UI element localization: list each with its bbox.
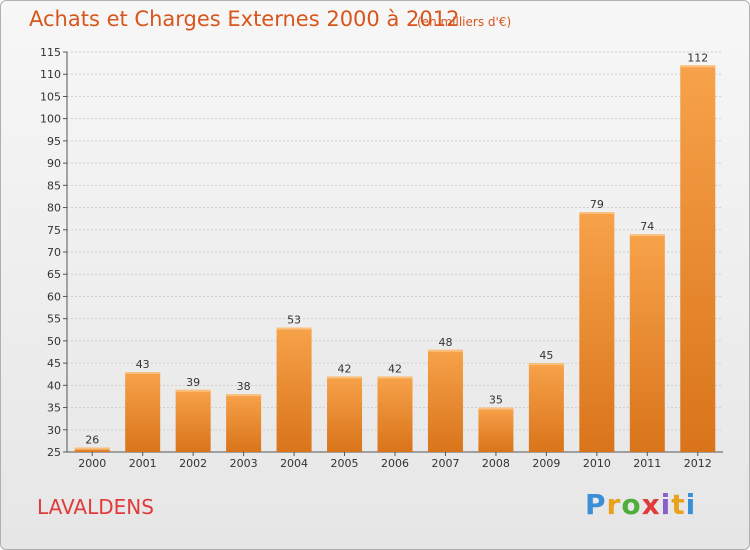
bar-2008 [478,407,514,452]
value-label-2006: 42 [388,362,402,375]
x-tick-label-2011: 2011 [633,457,661,470]
value-label-2005: 42 [338,362,352,375]
x-tick-label-2007: 2007 [431,457,459,470]
bar-top-highlight [175,389,211,392]
bar-2002 [175,389,211,452]
x-tick-label-2004: 2004 [280,457,308,470]
bar-top-highlight [579,212,615,214]
x-tick-label-2002: 2002 [179,457,207,470]
x-tick-label-2006: 2006 [381,457,409,470]
bar-2010 [579,212,615,452]
x-tick-label-2009: 2009 [532,457,560,470]
x-tick-label-2001: 2001 [129,457,157,470]
y-tick-label: 30 [47,424,61,437]
bar-2000 [74,447,110,452]
x-tick-label-2005: 2005 [331,457,359,470]
bar-top-highlight [680,65,716,68]
chart-unit-label: (en milliers d'€) [417,15,512,29]
value-label-2000: 26 [85,434,99,447]
bar-top-highlight [74,447,110,450]
y-tick-label: 60 [47,290,61,303]
bar-2012 [680,65,716,452]
value-label-2012: 112 [687,51,708,64]
y-tick-label: 90 [47,157,61,170]
bar-2001 [125,372,161,452]
y-tick-label: 75 [47,224,61,237]
y-tick-label: 110 [40,68,61,81]
x-tick-label-2010: 2010 [583,457,611,470]
bar-top-highlight [427,349,463,352]
bar-top-highlight [377,376,413,379]
x-tick-label-2008: 2008 [482,457,510,470]
bar-top-highlight [528,363,564,366]
y-tick-label: 65 [47,268,61,281]
x-tick-label-2000: 2000 [78,457,106,470]
x-tick-label-2012: 2012 [684,457,712,470]
y-tick-label: 80 [47,202,61,215]
bar-2004 [276,327,312,452]
bar-top-highlight [125,372,161,374]
y-tick-label: 40 [47,379,61,392]
y-tick-label: 100 [40,113,61,126]
value-label-2007: 48 [438,336,452,349]
bar-2005 [327,376,363,452]
bar-top-highlight [276,327,312,330]
y-tick-label: 85 [47,179,61,192]
y-tick-label: 70 [47,246,61,259]
value-label-2003: 38 [237,380,251,393]
bar-2003 [226,394,262,452]
bar-2011 [629,234,665,452]
bar-2007 [427,349,463,452]
y-tick-label: 115 [40,46,61,59]
bar-top-highlight [327,376,363,379]
y-tick-label: 35 [47,402,61,415]
value-label-2010: 79 [590,198,604,211]
value-label-2009: 45 [539,349,553,362]
value-label-2001: 43 [136,358,150,371]
bar-top-highlight [478,407,514,410]
y-tick-label: 45 [47,357,61,370]
y-tick-label: 95 [47,135,61,148]
y-tick-label: 105 [40,90,61,103]
x-tick-label-2003: 2003 [230,457,258,470]
y-tick-label: 25 [47,446,61,459]
commune-name: LAVALDENS [37,495,154,519]
y-tick-label: 50 [47,335,61,348]
value-label-2011: 74 [640,220,654,233]
brand-logo: Proxiti [585,488,697,521]
bar-top-highlight [226,394,262,397]
bar-top-highlight [629,234,665,237]
bar-2006 [377,376,413,452]
chart-title: Achats et Charges Externes 2000 à 2012 [29,7,460,31]
value-label-2008: 35 [489,394,503,407]
value-label-2004: 53 [287,314,301,327]
y-tick-label: 55 [47,313,61,326]
value-label-2002: 39 [186,376,200,389]
bar-2009 [528,363,564,452]
